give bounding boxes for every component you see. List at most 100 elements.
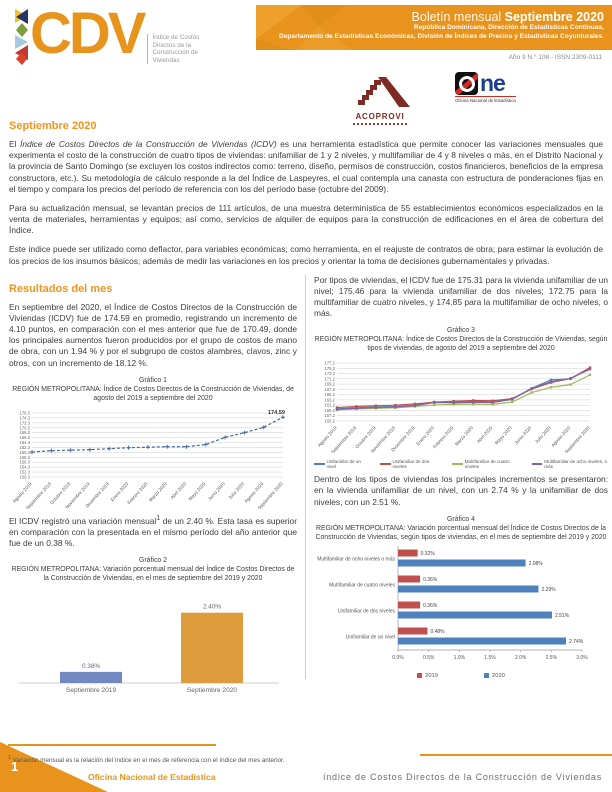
- svg-text:167.2: 167.2: [325, 387, 336, 392]
- intro-paragraph-2: Para su actualización mensual, se levant…: [9, 202, 603, 236]
- intro-p1-rest: es una herramienta estadística que permi…: [9, 139, 603, 194]
- grafico3-caption: Gráfico 3 REGIÓN METROPOLITANA: Índice de…: [314, 327, 608, 354]
- banner-title-light: Boletín mensual: [411, 10, 505, 24]
- one-wordmark: ne: [480, 70, 506, 96]
- icdv-tagline-line: Construcción de: [152, 49, 198, 57]
- svg-text:0.36%: 0.36%: [423, 577, 438, 583]
- icdv-mosaic-icon: [15, 9, 28, 65]
- right-column: Por tipos de viviendas, el ICDV fue de 1…: [305, 274, 608, 679]
- svg-text:154.3: 154.3: [20, 464, 31, 469]
- legend-item: 2020: [484, 673, 505, 679]
- grafico4-number: Gráfico 4: [447, 515, 475, 523]
- legend-item: Multifamiliar de cuatro niveles: [452, 459, 517, 469]
- svg-text:Abril 2020: Abril 2020: [170, 481, 188, 500]
- results-right-paragraph-2: Dentro de los tipos de viviendas los pri…: [314, 474, 608, 507]
- svg-text:2.74%: 2.74%: [569, 639, 584, 645]
- legend-label: 2020: [492, 672, 505, 679]
- svg-text:Mayo 2020: Mayo 2020: [494, 425, 513, 446]
- svg-text:Agosto 2020: Agosto 2020: [550, 425, 571, 448]
- grafico3-legend: Unifamiliar de un nivel Unifamiliar de do…: [314, 459, 608, 469]
- legend-label: Multifamiliar de ocho niveles, o más: [544, 459, 608, 470]
- legend-swatch: [314, 463, 325, 466]
- svg-text:2.51%: 2.51%: [555, 613, 570, 619]
- svg-text:Febrero 2020: Febrero 2020: [126, 481, 148, 505]
- grafico4-chart: 0.0% 0.5% 1.0% 1.5% 2.0% 2.5% 3.0% Multifamilia…: [314, 544, 608, 671]
- svg-text:0.48%: 0.48%: [430, 629, 445, 635]
- page-number: 1: [11, 759, 19, 774]
- icdv-tagline-line: Directos de la: [152, 41, 191, 49]
- svg-text:1.0%: 1.0%: [454, 655, 466, 661]
- svg-text:Enero 2020: Enero 2020: [110, 481, 130, 502]
- svg-text:1.5%: 1.5%: [484, 655, 496, 661]
- svg-text:Junio 2020: Junio 2020: [207, 481, 226, 501]
- footer-document-title: índice de Costos Directos de la Construc…: [322, 772, 602, 782]
- svg-text:165.2: 165.2: [325, 392, 336, 397]
- banner-line2: República Dominicana, Dirección de Estad…: [413, 24, 604, 32]
- legend-swatch: [484, 673, 489, 679]
- month-title: Septiembre 2020: [9, 120, 97, 132]
- footnote-marker: 1: [8, 755, 11, 762]
- legend-item: Multifamiliar de ocho niveles, o más: [531, 459, 608, 470]
- issue-banner: Boletín mensual Septiembre 2020 Repúblic…: [256, 5, 612, 50]
- results-left-paragraph-1: En septiembre del 2020, el Índice de Cos…: [9, 301, 297, 368]
- svg-text:Septiembre 2019: Septiembre 2019: [66, 687, 117, 694]
- svg-text:2.40%: 2.40%: [203, 604, 221, 611]
- svg-text:174.59: 174.59: [268, 410, 285, 416]
- banner-title-bold: Septiembre 2020: [504, 10, 604, 24]
- banner-pattern: [256, 5, 352, 50]
- banner-title: Boletín mensual Septiembre 2020: [256, 10, 604, 24]
- svg-text:2.08%: 2.08%: [529, 561, 544, 567]
- svg-text:176.3: 176.3: [20, 410, 31, 415]
- grafico3-number: Gráfico 3: [447, 327, 475, 335]
- svg-text:0.0%: 0.0%: [392, 655, 404, 661]
- grafico2-caption: Gráfico 2 REGIÓN METROPOLITANA: Variación…: [9, 557, 297, 584]
- acoprovi-tagline-line: [353, 123, 407, 125]
- svg-text:3.0%: 3.0%: [576, 655, 588, 661]
- results-columns: Resultados del mes En septiembre del 202…: [0, 274, 612, 702]
- one-logo: ne Oficina Nacional de Estadística: [455, 72, 516, 103]
- svg-text:150.3: 150.3: [20, 474, 31, 479]
- intro-p1-prefix: El: [9, 139, 21, 149]
- legend-label: Multifamiliar de cuatro niveles: [464, 459, 510, 470]
- legend-item: Unifamiliar de dos niveles: [380, 459, 438, 469]
- svg-text:170.3: 170.3: [20, 425, 31, 430]
- svg-text:Multifamiliar de ocho niveles: Multifamiliar de ocho niveles o más: [317, 556, 395, 562]
- acoprovi-logo: ACOPROVI: [345, 74, 415, 125]
- grafico2-chart: 0.38% Septiembre 2019 2.40% Septiembre 2020: [9, 585, 297, 702]
- svg-text:2.5%: 2.5%: [546, 655, 558, 661]
- svg-text:168.3: 168.3: [20, 430, 31, 435]
- svg-text:Septiembre 2020: Septiembre 2020: [187, 687, 238, 694]
- legend-item: Unifamiliar de un nivel: [314, 459, 366, 469]
- svg-text:Enero 2020: Enero 2020: [415, 425, 435, 446]
- acoprovi-roof-icon: [358, 77, 410, 107]
- svg-text:177.2: 177.2: [325, 361, 336, 366]
- svg-text:156.3: 156.3: [20, 459, 31, 464]
- svg-text:0.36%: 0.36%: [423, 603, 438, 609]
- grafico3-chart: 155.2 157.2 159.2 161.2 163.2 165.2 167.2 169.2…: [314, 355, 608, 458]
- grafico4-caption: Gráfico 4 REGIÓN METROPOLITANA: Variación…: [314, 516, 608, 543]
- svg-text:169.2: 169.2: [325, 382, 336, 387]
- svg-text:2.0%: 2.0%: [515, 655, 527, 661]
- footnote-divider: [8, 744, 216, 746]
- svg-text:Agosto 2019: Agosto 2019: [317, 425, 338, 448]
- legend-swatch: [417, 673, 423, 679]
- svg-text:157.2: 157.2: [325, 414, 336, 419]
- svg-text:Abril 2020: Abril 2020: [476, 425, 494, 444]
- svg-text:Junio 2020: Junio 2020: [514, 425, 533, 445]
- header: CDV Índice de Costos Directos de la Cons…: [0, 0, 612, 125]
- grafico1-title: REGIÓN METROPOLITANA: Índice de Costos D…: [12, 385, 294, 402]
- svg-text:0.32%: 0.32%: [421, 551, 436, 557]
- one-o-icon: [455, 72, 478, 95]
- footer-divider-right: [420, 754, 612, 756]
- svg-text:Unifamiliar de dos niveles: Unifamiliar de dos niveles: [338, 608, 395, 614]
- grafico4-title: REGIÓN METROPOLITANA: Variación porcentu…: [315, 524, 607, 541]
- intro-section: Septiembre 2020 El Índice de Costos Dire…: [0, 120, 612, 267]
- icdv-wordmark: CDV: [30, 1, 146, 66]
- left-p2-text2: de un 2.40 %. Esta tasa es superior en c…: [9, 515, 297, 548]
- legend-swatch: [380, 463, 391, 466]
- icdv-tagline-line: Índice de Costos: [152, 34, 200, 41]
- grafico2-title: REGIÓN METROPOLITANA: Variación porcentu…: [11, 565, 295, 582]
- svg-text:172.3: 172.3: [20, 420, 31, 425]
- legend-label: Unifamiliar de dos niveles: [392, 459, 430, 470]
